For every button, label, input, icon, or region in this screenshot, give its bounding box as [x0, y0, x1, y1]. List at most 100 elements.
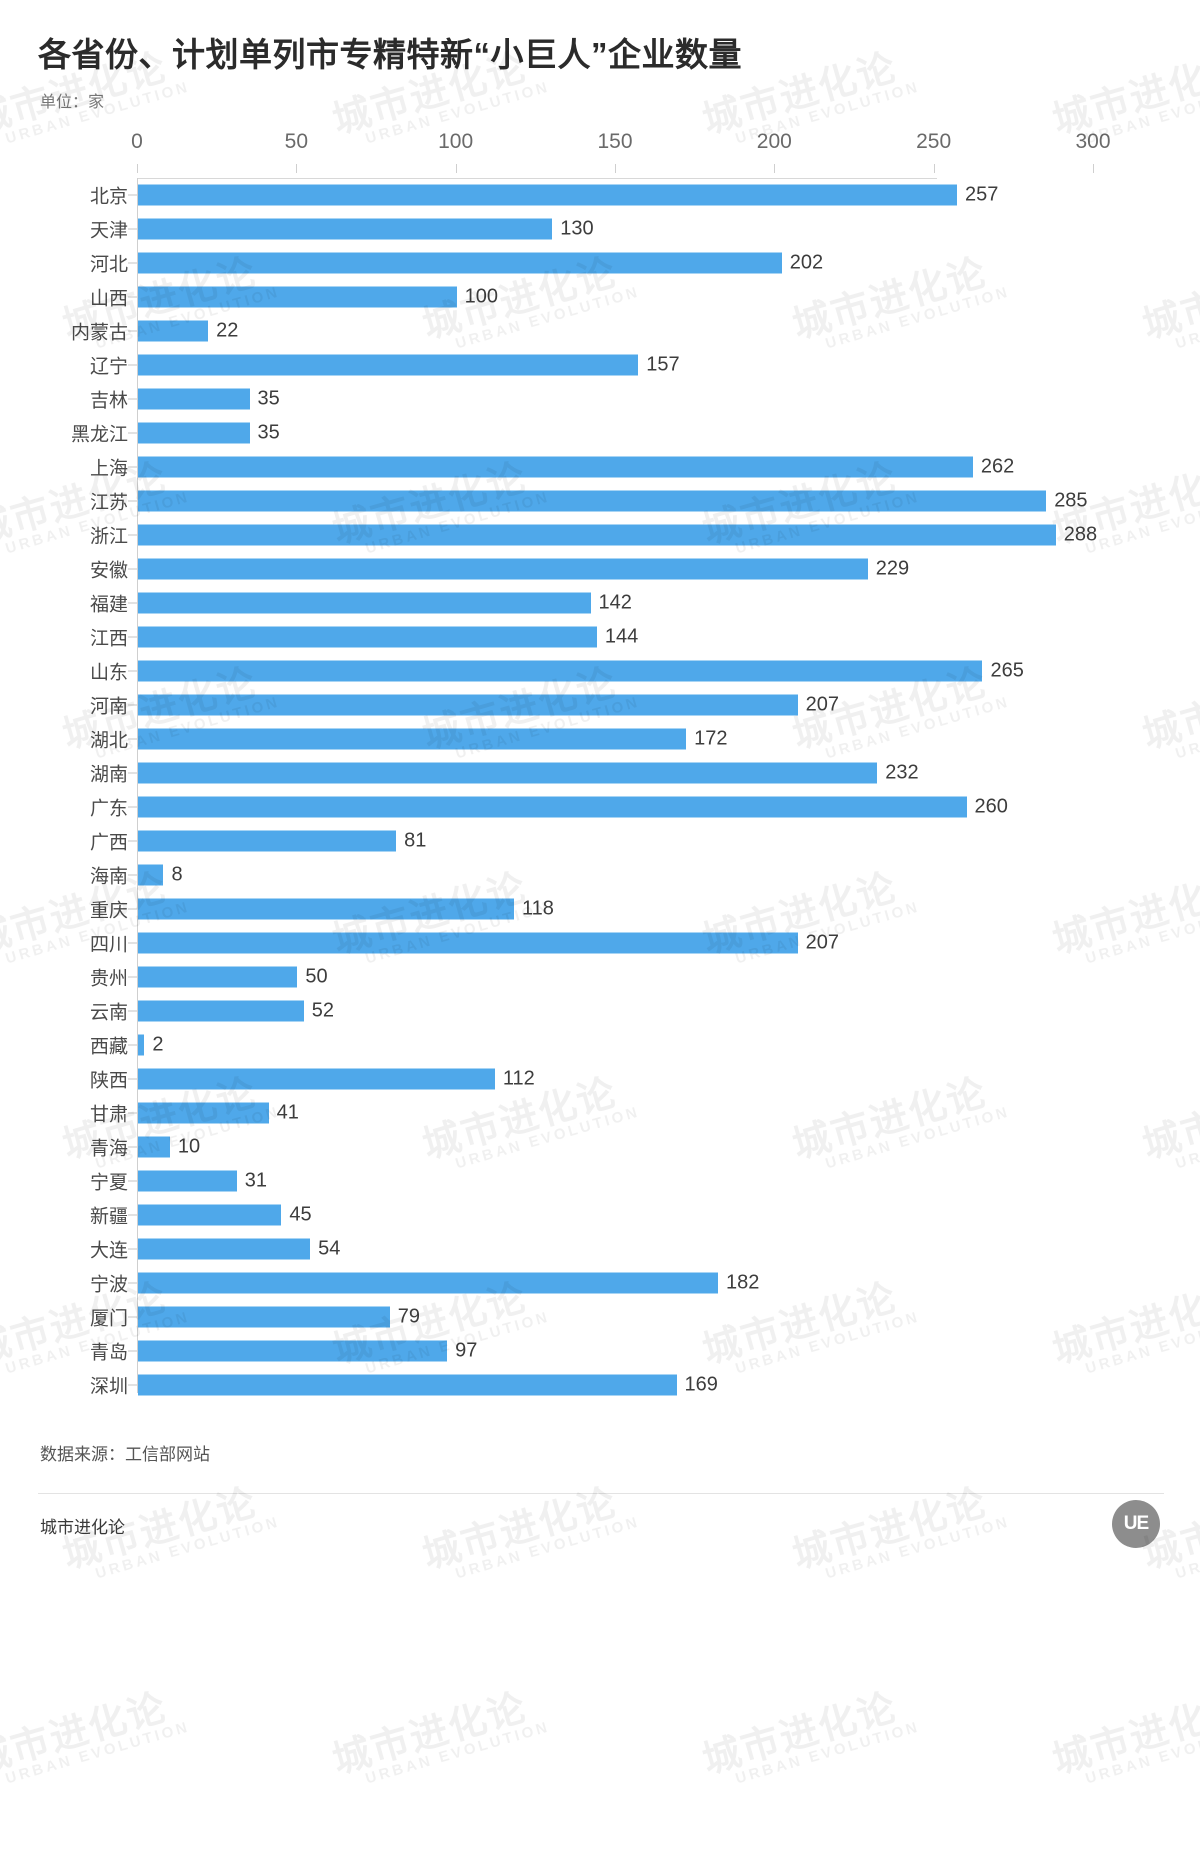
bar [138, 1204, 282, 1226]
bar-chart: 0 50 100 150 200 250 300 北京 257 天津 130 河北 202 山西 100 内… [0, 130, 1200, 1398]
y-axis-tick [128, 500, 137, 502]
bar-value-label: 81 [404, 829, 427, 852]
bar-row: 青岛 97 [0, 1334, 1200, 1368]
category-label: 四川 [89, 934, 128, 956]
category-label: 内蒙古 [70, 322, 128, 344]
y-axis-tick [128, 330, 137, 332]
y-axis-tick [128, 568, 137, 570]
y-axis-tick [128, 942, 137, 944]
bar [138, 1272, 718, 1294]
bar-value-label: 100 [464, 285, 499, 308]
bar-value-label: 8 [171, 863, 183, 886]
bar [138, 932, 798, 954]
bar-value-label: 54 [318, 1237, 341, 1260]
bar-value-label: 22 [216, 319, 239, 342]
bar-value-label: 2 [152, 1033, 164, 1056]
y-axis-tick [128, 1010, 137, 1012]
brand-name: 城市进化论 [40, 1518, 125, 1537]
bar [138, 1374, 677, 1396]
bar-row: 陕西 112 [0, 1062, 1200, 1096]
bar [138, 388, 250, 410]
bar-row: 海南 8 [0, 858, 1200, 892]
y-axis-tick [128, 772, 137, 774]
y-axis-tick [128, 398, 137, 400]
category-label: 宁夏 [89, 1172, 128, 1194]
x-axis-tick [933, 164, 935, 173]
bar-row: 福建 142 [0, 586, 1200, 620]
y-axis-tick [128, 296, 137, 298]
bar [138, 1000, 304, 1022]
category-label: 青岛 [89, 1342, 128, 1364]
category-label: 广西 [89, 832, 128, 854]
bar-value-label: 31 [244, 1169, 268, 1192]
bar-row: 上海 262 [0, 450, 1200, 484]
y-axis-tick [128, 704, 137, 706]
category-label: 山东 [89, 662, 128, 684]
bar-row: 江西 144 [0, 620, 1200, 654]
bar-value-label: 52 [311, 999, 334, 1022]
y-axis-tick [128, 228, 137, 230]
y-axis-tick [128, 432, 137, 434]
bar-row: 内蒙古 22 [0, 314, 1200, 348]
y-axis-line [137, 178, 138, 1393]
bar-row: 吉林 35 [0, 382, 1200, 416]
bar [138, 524, 1056, 546]
y-axis-tick [128, 874, 137, 876]
bar-value-label: 130 [560, 217, 594, 240]
category-label: 山西 [89, 288, 128, 310]
y-axis-tick [128, 364, 137, 366]
bar-value-label: 172 [694, 727, 728, 750]
category-label: 天津 [89, 220, 128, 242]
category-label: 厦门 [89, 1308, 128, 1330]
bar-row: 广西 81 [0, 824, 1200, 858]
bar [138, 694, 798, 716]
y-axis-tick [128, 1044, 137, 1046]
y-axis-tick [128, 806, 137, 808]
bar-value-label: 257 [964, 183, 999, 206]
plot-top-rule [137, 178, 937, 179]
x-axis-tick [455, 164, 457, 173]
bar-value-label: 41 [276, 1101, 299, 1124]
y-axis-tick [128, 1078, 137, 1080]
bar-value-label: 232 [885, 761, 919, 784]
bar-value-label: 35 [257, 421, 280, 444]
y-axis-tick [128, 534, 137, 536]
y-axis-tick [128, 636, 137, 638]
ue-logo-text: UE [1123, 1513, 1149, 1534]
category-label: 大连 [89, 1240, 128, 1262]
bar [138, 1034, 145, 1056]
y-axis-tick [128, 1384, 137, 1386]
bar [138, 184, 957, 206]
bar [138, 592, 591, 614]
y-axis-tick [128, 840, 137, 842]
bar-row: 重庆 118 [0, 892, 1200, 926]
y-axis-tick [128, 738, 137, 740]
bar-value-label: 118 [522, 897, 554, 920]
category-label: 黑龙江 [70, 424, 128, 446]
y-axis-tick [128, 1350, 137, 1352]
x-axis-tick [137, 164, 138, 173]
bar-row: 云南 52 [0, 994, 1200, 1028]
category-label: 深圳 [89, 1376, 128, 1398]
bar-row: 浙江 288 [0, 518, 1200, 552]
bar [138, 286, 457, 308]
y-axis-tick [128, 262, 137, 264]
bar [138, 1102, 269, 1124]
bar-row: 西藏 2 [0, 1028, 1200, 1062]
x-axis-tick-label: 300 [1075, 130, 1111, 153]
x-axis-tick [774, 164, 776, 173]
bar-value-label: 112 [502, 1067, 535, 1090]
bar-row: 湖北 172 [0, 722, 1200, 756]
bar [138, 1170, 237, 1192]
bar-value-label: 262 [980, 455, 1015, 478]
bar-row: 辽宁 157 [0, 348, 1200, 382]
bar-value-label: 169 [684, 1373, 718, 1396]
category-label: 安徽 [89, 560, 128, 582]
x-axis-tick-label: 150 [597, 130, 633, 153]
category-label: 河北 [89, 254, 128, 276]
bar-value-label: 50 [305, 965, 328, 988]
category-label: 广东 [89, 798, 128, 820]
bar [138, 626, 597, 648]
bar-row: 青海 10 [0, 1130, 1200, 1164]
bar [138, 762, 878, 784]
